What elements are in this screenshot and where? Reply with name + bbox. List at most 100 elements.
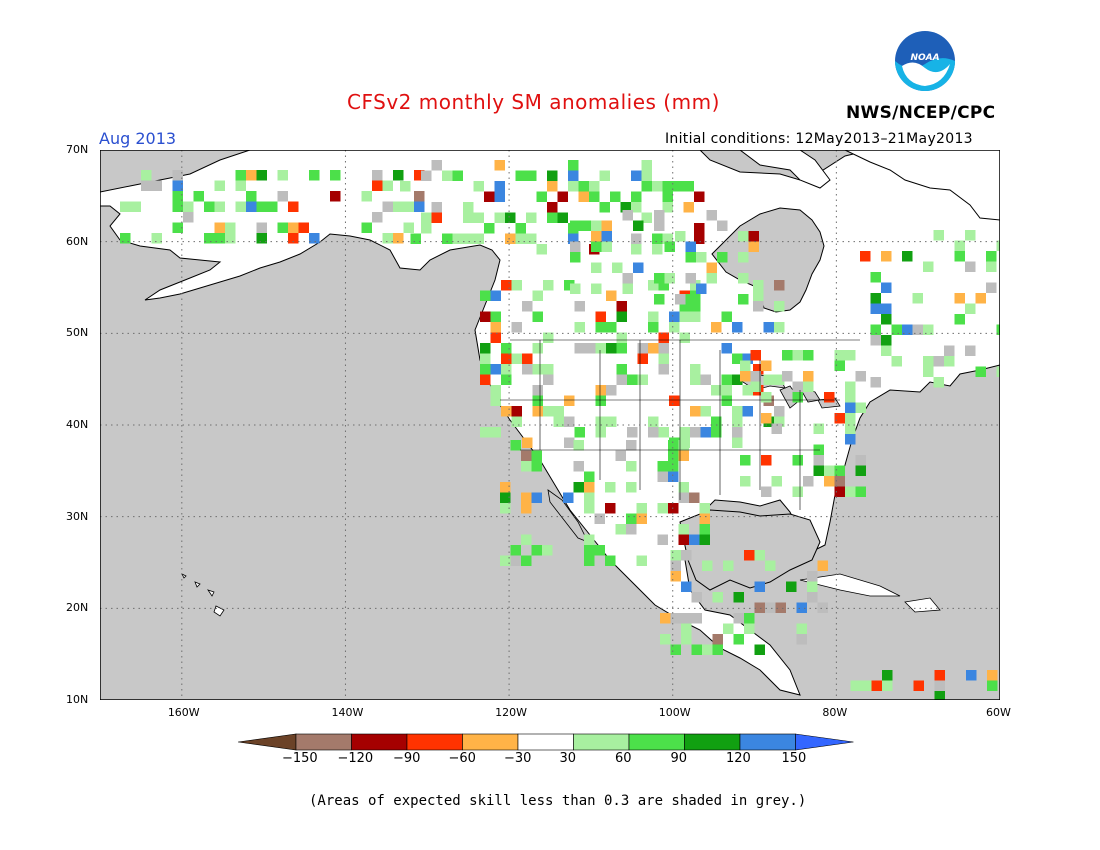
anomaly-cell xyxy=(679,311,690,322)
anomaly-cell xyxy=(595,416,606,427)
anomaly-cell xyxy=(658,343,669,354)
anomaly-cell xyxy=(923,324,934,335)
anomaly-cell xyxy=(774,322,785,333)
anomaly-cell xyxy=(172,191,183,202)
anomaly-cell xyxy=(855,486,866,497)
anomaly-cell xyxy=(765,560,776,571)
anomaly-cell xyxy=(480,364,491,375)
anomaly-cell xyxy=(564,395,575,406)
anomaly-cell xyxy=(845,392,856,403)
anomaly-cell xyxy=(595,311,606,322)
anomaly-cell xyxy=(975,366,986,377)
anomaly-cell xyxy=(792,381,803,392)
anomaly-cell xyxy=(573,440,584,451)
anomaly-cell xyxy=(774,406,785,417)
anomaly-cell xyxy=(748,231,759,242)
anomaly-cell xyxy=(631,202,642,213)
anomaly-cell xyxy=(855,402,866,413)
anomaly-cell xyxy=(771,476,782,487)
anomaly-cell xyxy=(700,374,711,385)
anomaly-cell xyxy=(591,283,602,294)
anomaly-cell xyxy=(803,381,814,392)
anomaly-cell xyxy=(965,303,976,314)
anomaly-cell xyxy=(775,602,786,613)
anomaly-cell xyxy=(664,273,675,284)
anomaly-cell xyxy=(288,233,299,244)
anomaly-cell xyxy=(480,311,491,322)
anomaly-cell xyxy=(744,550,755,561)
anomaly-cell xyxy=(235,170,246,181)
anomaly-cell xyxy=(683,181,694,192)
anomaly-cell xyxy=(648,416,659,427)
anomaly-cell xyxy=(670,571,681,582)
anomaly-cell xyxy=(522,364,533,375)
anomaly-cell xyxy=(473,181,484,192)
anomaly-cell xyxy=(702,560,713,571)
anomaly-cell xyxy=(568,170,579,181)
anomaly-cell xyxy=(631,191,642,202)
anomaly-cell xyxy=(750,350,761,361)
anomaly-cell xyxy=(501,364,512,375)
anomaly-cell xyxy=(923,261,934,272)
anomaly-cell xyxy=(214,222,225,233)
anomaly-cell xyxy=(631,244,642,255)
anomaly-cell xyxy=(595,343,606,354)
anomaly-cell xyxy=(490,290,501,301)
colorbar-tick-label: −120 xyxy=(337,751,374,766)
anomaly-cell xyxy=(515,233,526,244)
anomaly-cell xyxy=(654,220,665,231)
anomaly-cell xyxy=(532,311,543,322)
anomaly-cell xyxy=(532,364,543,375)
anomaly-cell xyxy=(792,486,803,497)
anomaly-cell xyxy=(944,345,955,356)
greenland-land xyxy=(844,150,1000,221)
anomaly-cell xyxy=(490,385,501,396)
anomaly-cell xyxy=(532,395,543,406)
anomaly-cell xyxy=(594,513,605,524)
colorbar-box xyxy=(739,733,796,751)
anomaly-cells xyxy=(120,160,1000,700)
anomaly-cell xyxy=(151,180,162,191)
anomaly-cell xyxy=(987,670,998,681)
anomaly-cell xyxy=(564,280,575,291)
anomaly-cell xyxy=(585,343,596,354)
anomaly-cell xyxy=(521,555,532,566)
anomaly-cell xyxy=(277,191,288,202)
anomaly-cell xyxy=(172,180,183,191)
anomaly-cell xyxy=(421,170,432,181)
anomaly-cell xyxy=(690,311,701,322)
anomaly-cell xyxy=(151,233,162,244)
anomaly-cell xyxy=(626,461,637,472)
anomaly-cell xyxy=(669,395,680,406)
anomaly-cell xyxy=(845,434,856,445)
anomaly-cell xyxy=(246,191,257,202)
anomaly-cell xyxy=(738,252,749,263)
anomaly-cell xyxy=(834,360,845,371)
anomaly-cell xyxy=(120,201,131,212)
anomaly-cell xyxy=(494,160,505,171)
anomaly-cell xyxy=(660,634,671,645)
anomaly-cell xyxy=(986,251,997,262)
anomaly-cell xyxy=(532,385,543,396)
anomaly-cell xyxy=(627,374,638,385)
anomaly-cell xyxy=(685,252,696,263)
anomaly-cell xyxy=(616,311,627,322)
anomaly-cell xyxy=(694,191,705,202)
anomaly-cell xyxy=(870,324,881,335)
anomaly-cell xyxy=(421,223,432,234)
anomaly-cell xyxy=(658,280,669,291)
anomaly-cell xyxy=(807,581,818,592)
anomaly-cell xyxy=(761,360,772,371)
anomaly-cell xyxy=(657,471,668,482)
anomaly-cell xyxy=(723,560,734,571)
anomaly-cell xyxy=(521,461,532,472)
anomaly-cell xyxy=(573,461,584,472)
anomaly-cell xyxy=(706,262,717,273)
anomaly-cell xyxy=(733,634,744,645)
anomaly-cell xyxy=(774,280,785,291)
anomaly-cell xyxy=(824,465,835,476)
anomaly-cell xyxy=(792,350,803,361)
anomaly-cell xyxy=(568,181,579,192)
anomaly-cell xyxy=(172,201,183,212)
hawaii-islands xyxy=(181,573,225,617)
